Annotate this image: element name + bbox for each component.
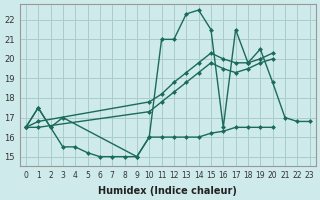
X-axis label: Humidex (Indice chaleur): Humidex (Indice chaleur) xyxy=(98,186,237,196)
